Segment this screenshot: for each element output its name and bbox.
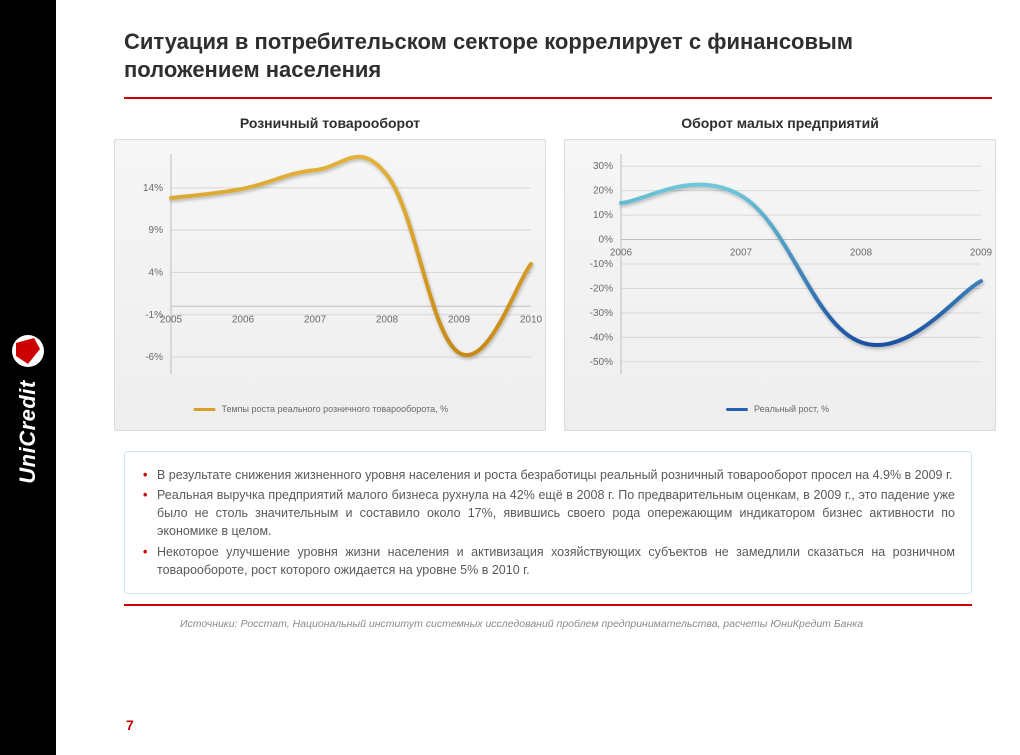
source-line: Источники: Росстат, Национальный институ…: [84, 612, 992, 630]
svg-text:4%: 4%: [149, 267, 164, 278]
svg-text:2007: 2007: [304, 314, 327, 325]
notes-list: В результате снижения жизненного уровня …: [143, 466, 955, 579]
notes-item: В результате снижения жизненного уровня …: [143, 466, 955, 484]
brand-band: UniCredit: [0, 0, 56, 755]
svg-text:14%: 14%: [143, 183, 163, 194]
content-area: Ситуация в потребительском секторе корре…: [56, 0, 1020, 755]
svg-text:-20%: -20%: [590, 283, 613, 294]
svg-text:30%: 30%: [593, 161, 613, 172]
chart-right-title: Оборот малых предприятий: [564, 115, 996, 131]
svg-text:-40%: -40%: [590, 332, 613, 343]
svg-text:2009: 2009: [970, 248, 993, 259]
chart-left-plot: -6%-1%4%9%14%200520062007200820092010Тем…: [114, 139, 546, 431]
notes-item: Реальная выручка предприятий малого бизн…: [143, 486, 955, 540]
charts-row: Розничный товарооборот -6%-1%4%9%14%2005…: [84, 115, 992, 431]
notes-box: В результате снижения жизненного уровня …: [124, 451, 972, 594]
svg-text:20%: 20%: [593, 186, 613, 197]
svg-text:-10%: -10%: [590, 259, 613, 270]
svg-text:Реальный рост, %: Реальный рост, %: [754, 404, 829, 414]
notes-item: Некоторое улучшение уровня жизни населен…: [143, 543, 955, 579]
svg-text:2006: 2006: [232, 314, 255, 325]
brand-name: UniCredit: [15, 380, 41, 484]
chart-left-title: Розничный товарооборот: [114, 115, 546, 131]
page-number: 7: [126, 717, 134, 733]
svg-text:-30%: -30%: [590, 308, 613, 319]
svg-text:10%: 10%: [593, 210, 613, 221]
svg-text:2010: 2010: [520, 314, 543, 325]
bottom-divider: [124, 604, 972, 606]
svg-text:2009: 2009: [448, 314, 471, 325]
svg-text:2007: 2007: [730, 248, 753, 259]
svg-text:0%: 0%: [599, 235, 614, 246]
slide-title: Ситуация в потребительском секторе корре…: [84, 0, 992, 93]
svg-text:Темпы роста реального рознично: Темпы роста реального розничного товароо…: [222, 404, 449, 414]
svg-text:2008: 2008: [850, 248, 873, 259]
brand-logo-icon: [11, 334, 45, 368]
svg-text:2008: 2008: [376, 314, 399, 325]
chart-right: Оборот малых предприятий -50% -40% -30% -20…: [564, 115, 996, 431]
svg-text:-50%: -50%: [590, 357, 613, 368]
slide-page: UniCredit Ситуация в потребительском сек…: [0, 0, 1020, 755]
chart-left: Розничный товарооборот -6%-1%4%9%14%2005…: [114, 115, 546, 431]
chart-right-plot: -50%-40%-30%-20%-10%0%10%20%30%200620072…: [564, 139, 996, 431]
svg-text:9%: 9%: [149, 225, 164, 236]
svg-text:-6%: -6%: [145, 352, 163, 363]
title-divider: [124, 97, 992, 99]
